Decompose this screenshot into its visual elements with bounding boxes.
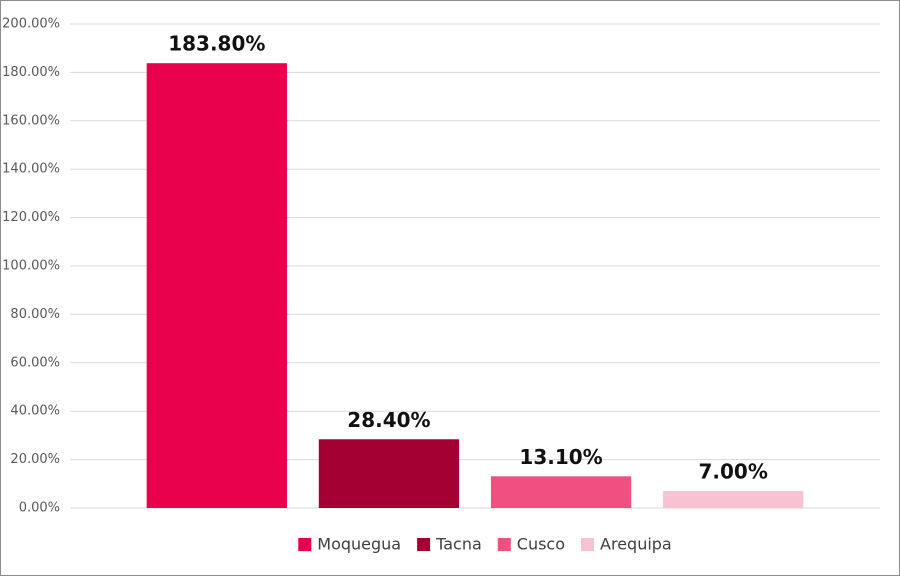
y-tick-label: 0.00% — [19, 501, 60, 516]
legend-swatch — [581, 538, 595, 551]
legend-label: Moquegua — [317, 535, 401, 554]
y-tick-label: 200.00% — [2, 17, 60, 32]
bar — [490, 476, 632, 508]
legend-swatch — [497, 538, 511, 551]
bar — [663, 491, 804, 508]
legend-swatch — [298, 538, 312, 551]
legend-label: Cusco — [517, 535, 565, 554]
y-tick-label: 60.00% — [10, 355, 60, 370]
legend-label: Tacna — [435, 535, 482, 554]
data-label: 7.00% — [698, 460, 767, 484]
bar — [318, 439, 460, 508]
y-tick-label: 140.00% — [2, 162, 60, 177]
data-label: 183.80% — [168, 32, 265, 56]
y-tick-label: 100.00% — [2, 259, 60, 274]
legend-label: Arequipa — [600, 535, 672, 554]
y-tick-label: 40.00% — [10, 404, 60, 419]
bar — [146, 63, 287, 508]
y-tick-label: 80.00% — [10, 307, 60, 322]
y-tick-label: 20.00% — [10, 452, 60, 467]
legend-swatch — [417, 538, 431, 551]
y-tick-label: 180.00% — [2, 65, 60, 80]
y-tick-label: 160.00% — [2, 113, 60, 128]
data-label: 13.10% — [519, 445, 602, 469]
y-tick-label: 120.00% — [2, 210, 60, 225]
data-label: 28.40% — [347, 408, 430, 432]
